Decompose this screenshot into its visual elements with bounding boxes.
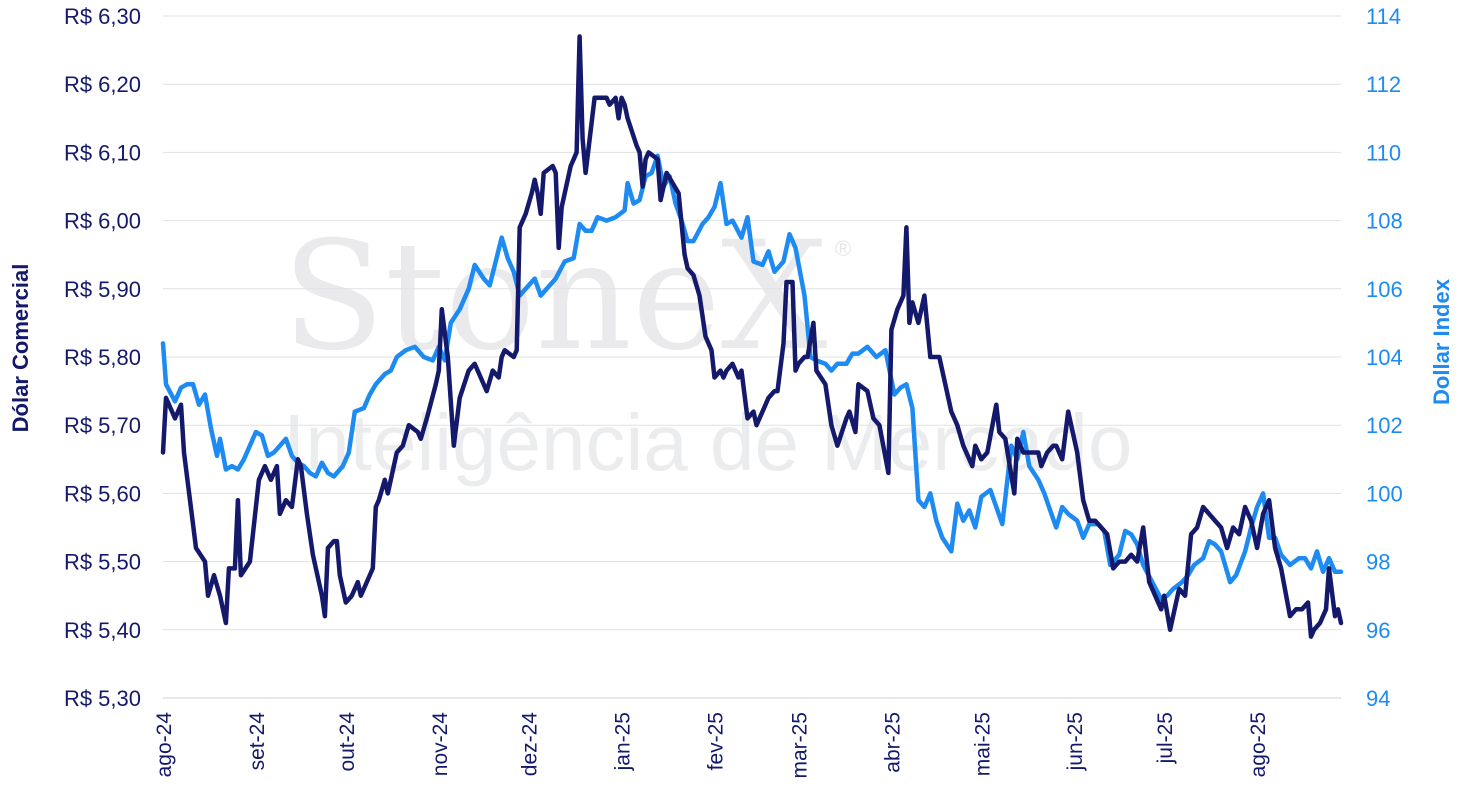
x-tick-label: mar-25 bbox=[788, 712, 811, 779]
right-tick-label: 102 bbox=[1366, 413, 1403, 438]
right-axis-ticks: 94 96 98 100 102 104 106 108 110 112 114 bbox=[1366, 4, 1403, 711]
left-tick-label: R$ 6,20 bbox=[64, 72, 141, 97]
x-tick-label: ago-24 bbox=[153, 712, 176, 778]
x-tick-label: jul-25 bbox=[1154, 712, 1177, 764]
x-axis-ticks: ago-24 set-24 out-24 nov-24 dez-24 jan-25 fev-… bbox=[153, 712, 1270, 779]
x-tick-label: abr-25 bbox=[881, 712, 904, 773]
left-tick-label: R$ 5,50 bbox=[64, 550, 141, 575]
x-tick-label: fev-25 bbox=[705, 712, 728, 770]
right-tick-label: 94 bbox=[1366, 686, 1390, 711]
watermark-brand: StoneX bbox=[282, 210, 828, 384]
right-tick-label: 110 bbox=[1366, 140, 1401, 165]
left-axis-ticks: R$ 5,30 R$ 5,40 R$ 5,50 R$ 5,60 R$ 5,70 R$ 5,… bbox=[64, 4, 141, 711]
x-tick-label: mai-25 bbox=[971, 712, 994, 776]
grid-lines bbox=[163, 15, 1341, 699]
right-tick-label: 96 bbox=[1366, 618, 1390, 643]
left-tick-label: R$ 5,60 bbox=[64, 481, 141, 506]
right-tick-label: 104 bbox=[1366, 345, 1403, 370]
left-tick-label: R$ 6,30 bbox=[64, 4, 141, 29]
right-tick-label: 114 bbox=[1366, 4, 1401, 29]
left-tick-label: R$ 5,70 bbox=[64, 413, 141, 438]
x-tick-label: out-24 bbox=[336, 712, 359, 772]
left-tick-label: R$ 5,80 bbox=[64, 345, 141, 370]
right-tick-label: 108 bbox=[1366, 209, 1403, 234]
x-tick-label: ago-25 bbox=[1247, 712, 1270, 777]
x-tick-label: jan-25 bbox=[612, 712, 635, 771]
series-line-dollar-index bbox=[160, 153, 1344, 602]
watermark-registered-mark: ® bbox=[835, 236, 851, 261]
left-tick-label: R$ 5,90 bbox=[64, 277, 141, 302]
left-axis-title: Dólar Comercial bbox=[8, 264, 33, 433]
x-tick-label: jun-25 bbox=[1064, 712, 1087, 771]
series-line-dolar-comercial bbox=[160, 34, 1344, 639]
right-tick-label: 106 bbox=[1366, 277, 1403, 302]
left-tick-label: R$ 5,30 bbox=[64, 686, 141, 711]
right-tick-label: 100 bbox=[1366, 481, 1403, 506]
watermark: StoneX ® Inteligência de Mercado bbox=[282, 210, 1132, 487]
right-axis-title: Dollar Index bbox=[1429, 278, 1454, 405]
x-tick-label: set-24 bbox=[246, 712, 269, 771]
left-tick-label: R$ 6,00 bbox=[64, 209, 141, 234]
right-tick-label: 98 bbox=[1366, 550, 1390, 575]
x-tick-label: dez-24 bbox=[519, 712, 542, 777]
series-lines bbox=[160, 34, 1344, 639]
x-tick-label: nov-24 bbox=[429, 712, 452, 777]
left-tick-label: R$ 6,10 bbox=[64, 140, 141, 165]
left-tick-label: R$ 5,40 bbox=[64, 618, 141, 643]
right-tick-label: 112 bbox=[1366, 72, 1401, 97]
